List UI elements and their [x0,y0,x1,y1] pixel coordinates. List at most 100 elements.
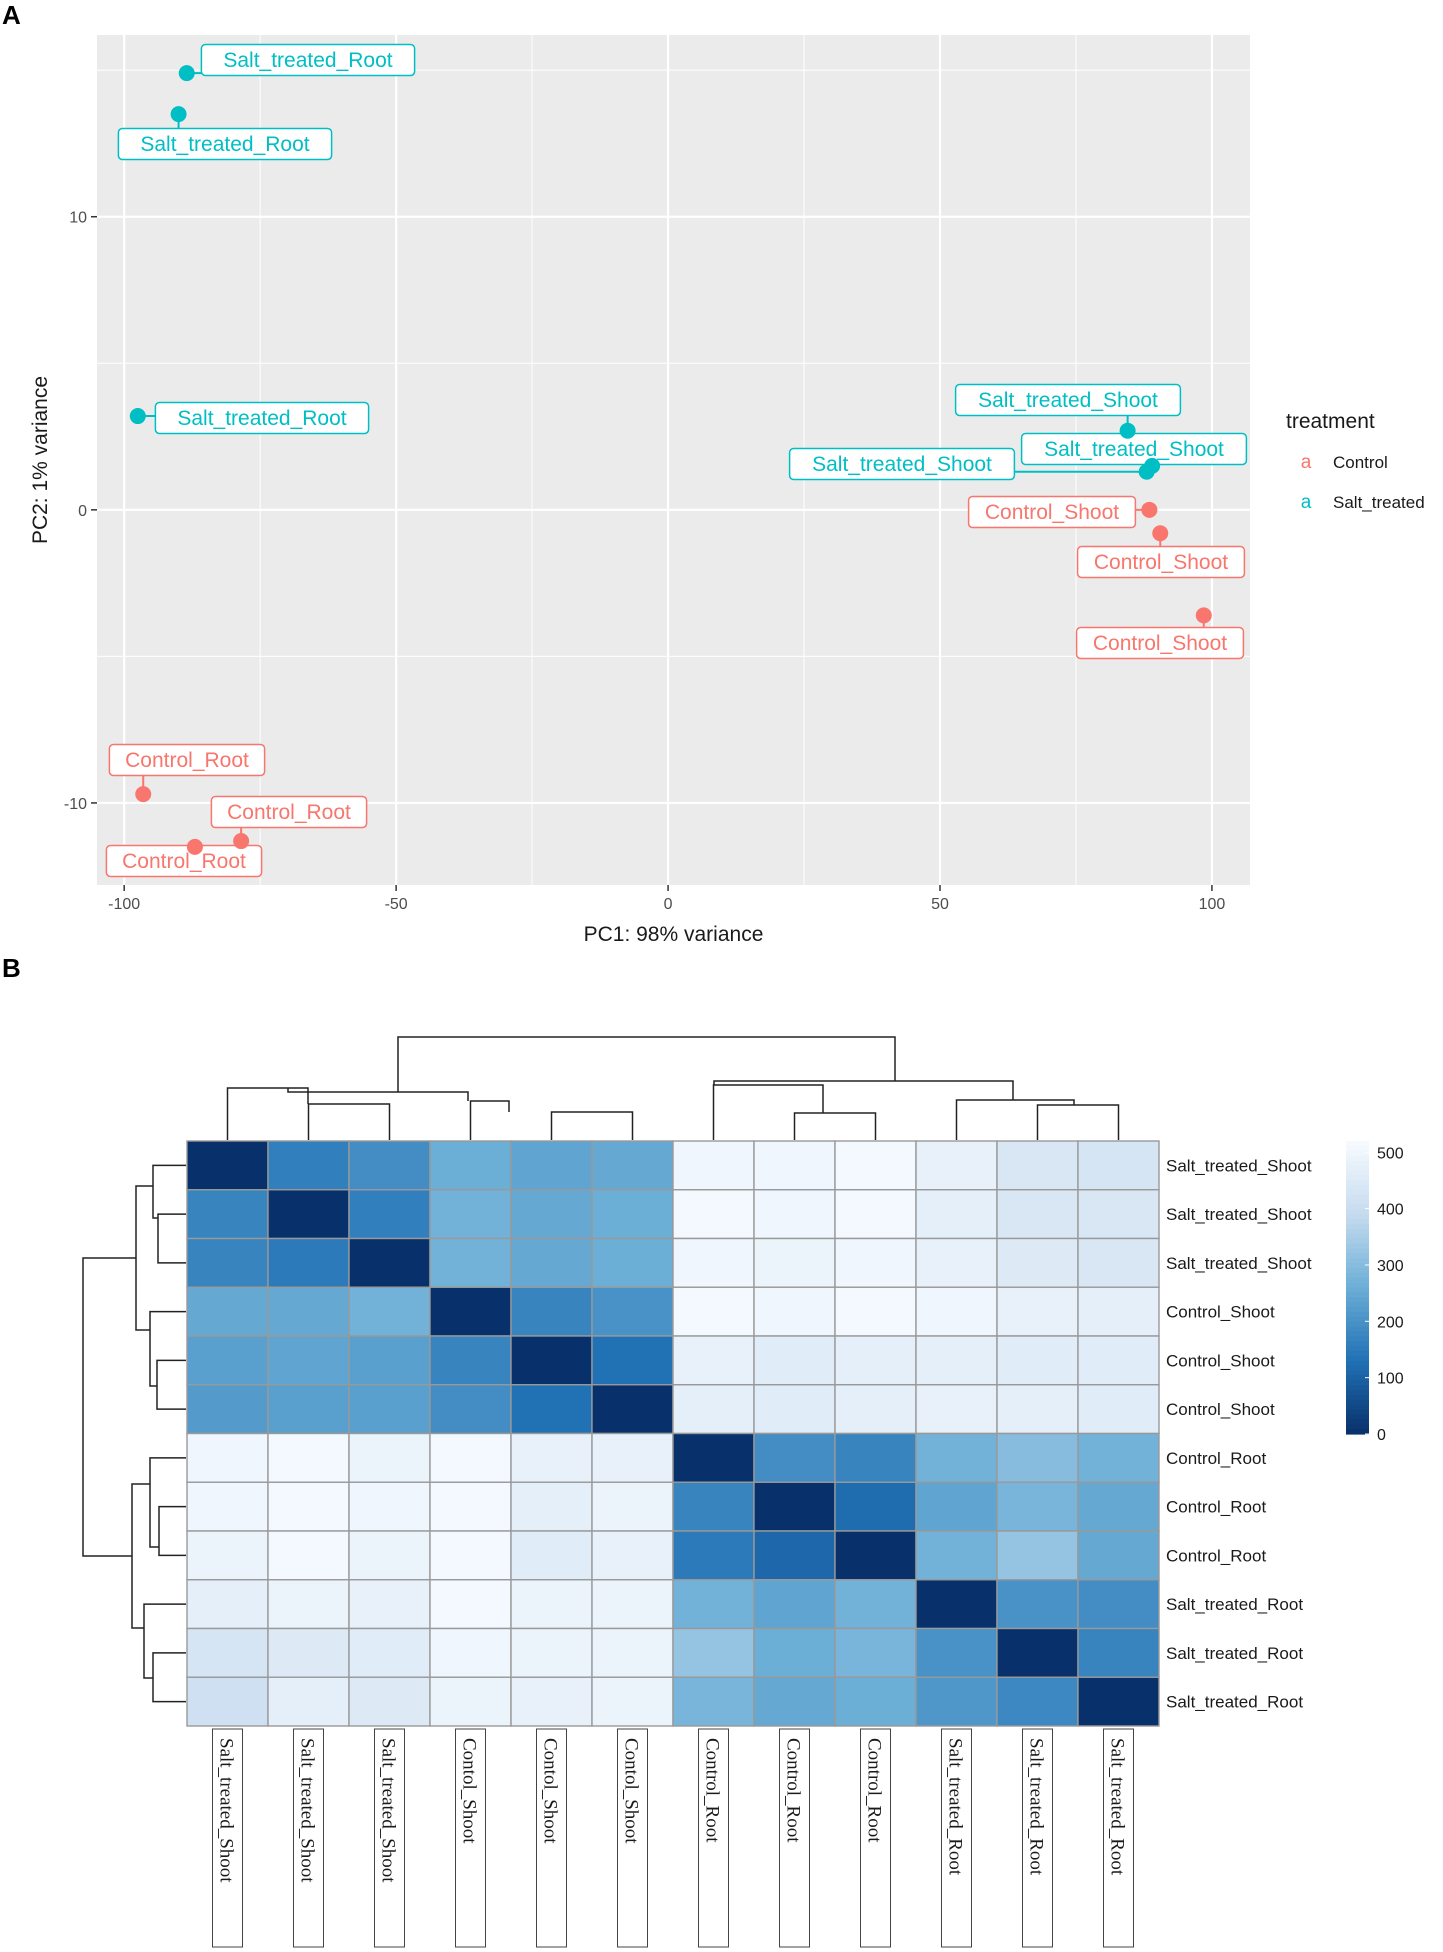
column-labels: Salt_treated_Shoot Salt_treated_Shoot Salt… [212,1728,1134,1948]
heatmap-cell [591,1579,674,1630]
dendrogram-branch [469,1100,510,1140]
colorbar-segment [1346,1160,1369,1167]
data-point [1195,607,1212,624]
dendrogram-branch [287,1088,469,1101]
data-point [1138,463,1155,480]
heatmap-cell [672,1676,755,1727]
colorbar-segment [1346,1267,1369,1274]
y-axis-title: PC2: 1% variance [29,376,52,544]
heatmap-cell [429,1481,512,1532]
heatmap-cell [510,1286,593,1337]
heatmap-cell [672,1140,755,1191]
colorbar-segment [1346,1170,1369,1176]
y-tick-label: 10 [69,210,87,227]
colorbar-tick-label: 500 [1377,1145,1404,1162]
heatmap-cell [429,1432,512,1483]
panel-letter-b: B [2,953,21,983]
colorbar-segment [1346,1385,1369,1391]
point-label: Salt_treated_Root [223,49,392,72]
point-labels: Control_Root Control_Root Control_Root Cont… [105,43,1248,878]
legend-label: Salt_treated [1333,493,1425,512]
column-label: Salt_treated_Shoot [216,1738,237,1883]
heatmap-cell [510,1384,593,1435]
colorbar-segment [1346,1155,1369,1162]
heatmap-cell [753,1384,836,1435]
heatmap-cell [186,1237,269,1288]
column-label-box [1103,1728,1134,1948]
colorbar-segment [1346,1175,1369,1181]
colorbar-segment [1346,1145,1369,1152]
heatmap-cell [915,1481,998,1532]
colorbar-segment [1346,1419,1369,1425]
column-label-box [293,1728,324,1948]
point-label-box [967,495,1137,529]
column-label: Contol_Shoot [459,1738,480,1844]
heatmap-cell [348,1335,431,1386]
point-label: Control_Root [122,850,246,873]
column-label-box [779,1728,810,1948]
heatmap-cell [591,1189,674,1240]
heatmap-cell [834,1481,917,1532]
colorbar-tick-label: 100 [1377,1371,1404,1388]
heatmap-cell [267,1481,350,1532]
heatmap-cell [510,1676,593,1727]
colorbar-segment [1346,1307,1369,1313]
colorbar-segment [1346,1258,1369,1264]
heatmap-cell [267,1237,350,1288]
heatmap-cell [996,1627,1079,1678]
heatmap-cell [348,1530,431,1581]
heatmap-cell [915,1384,998,1435]
column-label: Contol_Shoot [621,1738,642,1844]
point-label: Control_Root [227,801,351,824]
point-label: Control_Shoot [1094,551,1228,574]
dendrogram-branch [793,1112,877,1140]
dendrogram-branch [1036,1104,1120,1140]
colorbar: 0 100 200 300 400 500 [1346,1141,1404,1444]
colorbar-segment [1346,1214,1369,1220]
column-label-box [860,1728,891,1948]
heatmap-cell [348,1237,431,1288]
colorbar-segment [1346,1429,1369,1435]
heatmap-cell [753,1335,836,1386]
data-point [1119,422,1136,439]
row-label: Salt_treated_Root [1166,1693,1303,1712]
heatmap-cell [996,1335,1079,1386]
colorbar-segment [1346,1199,1369,1206]
heatmap-cell [267,1189,350,1240]
dendrogram-branch [152,1652,186,1703]
heatmap-cell [186,1286,269,1337]
point-label-box [117,127,333,161]
heatmap-cell [672,1481,755,1532]
heatmap-cell [348,1627,431,1678]
column-label-box [455,1728,486,1948]
point-label: Control_Root [125,749,249,772]
heatmap-cell [267,1579,350,1630]
colorbar-segment [1346,1219,1369,1225]
heatmap-cell [186,1335,269,1386]
dendrogram-branch [156,1359,186,1410]
point-label: Salt_treated_Shoot [978,389,1158,412]
colorbar-segment [1346,1243,1369,1250]
data-point [186,838,203,855]
colorbar-segment [1346,1194,1369,1201]
legend-title: treatment [1286,410,1375,433]
dendrogram-branch [152,1164,186,1219]
point-label: Salt_treated_Root [177,407,346,430]
colorbar-segment [1346,1370,1369,1376]
colorbar-segment [1346,1331,1369,1337]
dendrogram-branch [135,1185,153,1331]
heatmap-cell [996,1481,1079,1532]
point-label-box [108,743,266,777]
distance-heatmap: Salt_treated_Shoot Salt_treated_Shoot Salt… [82,1036,1404,1948]
heatmap-cell [591,1627,674,1678]
colorbar-segment [1346,1404,1369,1411]
colorbar-segment [1346,1238,1369,1245]
point-label-box [954,383,1182,417]
x-axis-title: PC1: 98% variance [584,923,764,946]
heatmap-cell [1077,1530,1160,1581]
heatmap-cell [834,1237,917,1288]
heatmap-cell [753,1140,836,1191]
heatmap-cell [834,1189,917,1240]
heatmap-cell [429,1237,512,1288]
